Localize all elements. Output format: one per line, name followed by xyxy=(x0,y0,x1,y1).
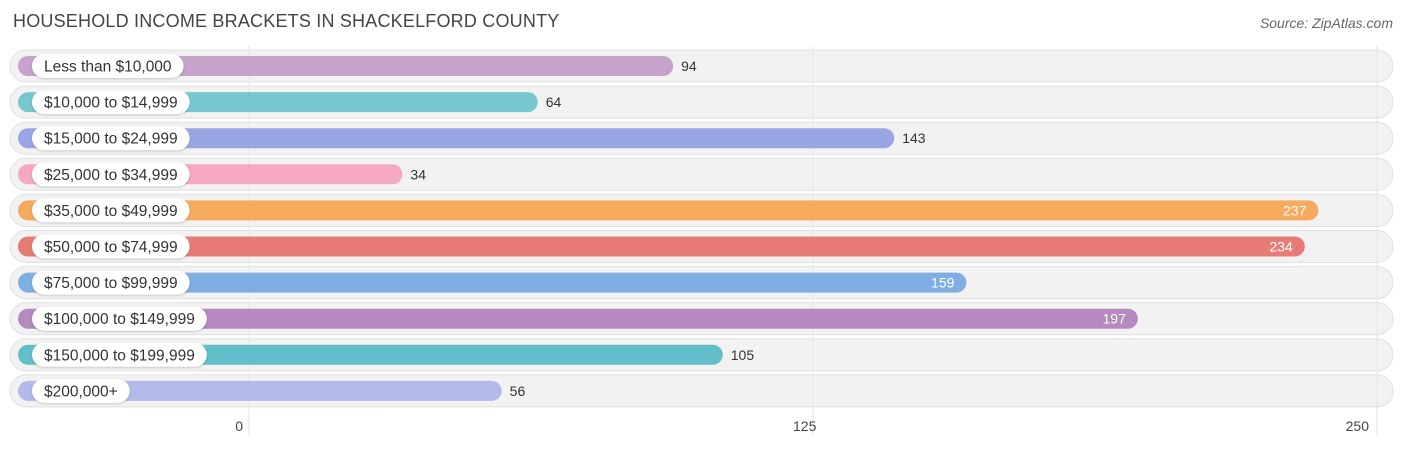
category-label-pill xyxy=(32,126,190,151)
category-label: $35,000 to $49,999 xyxy=(44,203,178,220)
category-label-pill xyxy=(32,342,207,367)
category-label-pill xyxy=(32,378,130,403)
value-label: 34 xyxy=(410,166,426,182)
category-label: $150,000 to $199,999 xyxy=(44,347,195,364)
bar xyxy=(18,272,967,293)
category-label: $75,000 to $99,999 xyxy=(44,275,178,292)
value-label: 94 xyxy=(681,58,697,74)
value-label: 234 xyxy=(1269,239,1293,255)
category-label: $10,000 to $14,999 xyxy=(44,95,178,112)
category-label-pill xyxy=(32,234,190,259)
bar xyxy=(18,308,1138,329)
category-label: $100,000 to $149,999 xyxy=(44,311,195,328)
value-label: 105 xyxy=(731,347,755,363)
category-label-pill xyxy=(32,306,207,331)
value-label: 143 xyxy=(902,130,926,146)
value-label: 64 xyxy=(546,94,562,110)
category-label: $15,000 to $24,999 xyxy=(44,131,178,148)
category-label-pill xyxy=(32,198,190,223)
value-label: 237 xyxy=(1283,202,1307,218)
category-label: Less than $10,000 xyxy=(44,59,172,76)
category-label-pill xyxy=(32,54,184,78)
value-label: 56 xyxy=(510,383,526,399)
rows-layer: Less than $10,000 94 $10,000 to $14,999 64 $… xyxy=(9,46,1394,435)
category-label-pill xyxy=(32,270,190,295)
x-tick-label: 125 xyxy=(793,418,817,434)
value-label: 197 xyxy=(1103,311,1127,327)
bar xyxy=(18,200,1319,221)
chart-title: HOUSEHOLD INCOME BRACKETS IN SHACKELFORD… xyxy=(13,11,560,31)
category-label: $200,000+ xyxy=(44,383,118,400)
category-label: $50,000 to $74,999 xyxy=(44,239,178,256)
category-label-pill xyxy=(32,90,190,115)
x-axis-ticks: 0 125 250 xyxy=(235,418,1369,434)
x-tick-label: 250 xyxy=(1346,418,1370,434)
value-label: 159 xyxy=(931,275,955,291)
category-label: $25,000 to $34,999 xyxy=(44,167,178,184)
bar xyxy=(18,380,502,401)
category-label-pill xyxy=(32,162,190,187)
x-tick-label: 0 xyxy=(235,418,243,434)
chart-source: Source: ZipAtlas.com xyxy=(1259,15,1393,31)
bar xyxy=(18,236,1305,257)
bar xyxy=(18,128,895,149)
